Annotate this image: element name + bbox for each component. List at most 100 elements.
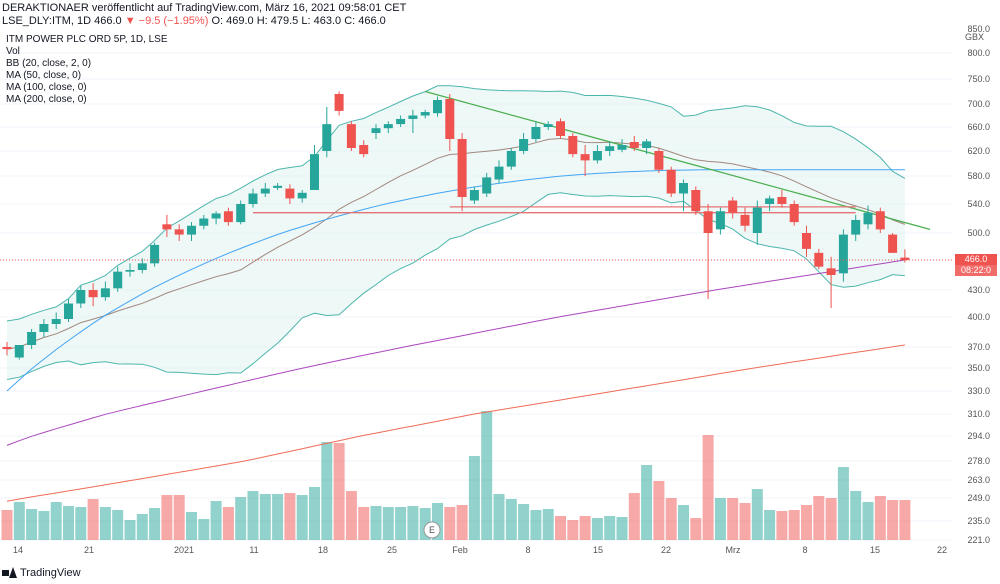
candle-body [888, 234, 898, 253]
candle-body [752, 207, 762, 233]
volume-bar [222, 507, 234, 540]
volume-bar [567, 520, 579, 540]
candle-body [187, 225, 196, 235]
candle-body [875, 211, 885, 230]
time-axis-label: 15 [870, 545, 880, 555]
candle-body [359, 145, 369, 155]
volume-bar [173, 495, 185, 540]
price-axis-label: 370.0 [967, 342, 990, 352]
volume-bars [1, 411, 911, 540]
quote-line: LSE_DLY:ITM, 1D 466.0 ▼ −9.5 (−1.95%) O:… [2, 15, 386, 28]
candle-body [802, 233, 811, 249]
candles [2, 91, 910, 360]
candle-body [814, 252, 824, 267]
last-price-tag: 466.0 [955, 254, 997, 265]
volume-bar [333, 443, 345, 540]
candle-body [838, 234, 848, 274]
candle-body [617, 145, 627, 150]
candle-body [642, 141, 652, 148]
candle-body [273, 185, 283, 188]
candle-body [592, 151, 602, 161]
volume-bar [235, 497, 247, 540]
candle-body [482, 177, 492, 194]
bollinger-lower [6, 192, 905, 380]
volume-bar [616, 517, 628, 540]
price-axis-label: 400.0 [967, 312, 990, 322]
volume-bar [776, 511, 788, 540]
candle-body [322, 124, 332, 151]
candle-body [334, 94, 344, 111]
time-axis-label: 11 [249, 545, 258, 555]
candle-body [2, 347, 12, 350]
volume-bar [321, 442, 333, 540]
bollinger-band-fill [7, 85, 905, 380]
candle-body [519, 139, 529, 151]
ma-100-line [6, 259, 905, 446]
volume-bar [50, 502, 62, 540]
high-value: H: 479.5 [256, 15, 299, 27]
time-axis[interactable]: 14 21 2021 11 18 25 Feb 8 15 22 Mrz 8 15 22 [13, 545, 947, 555]
volume-bar [899, 500, 911, 540]
candle-body [826, 268, 836, 275]
candle-body [285, 188, 295, 199]
candle-body [789, 204, 799, 223]
legend-vol[interactable]: Vol [6, 46, 20, 57]
candle-body [506, 151, 516, 167]
candle-body [260, 188, 270, 194]
candle-body [346, 124, 356, 148]
volume-bar [309, 487, 320, 540]
volume-bar [481, 411, 493, 540]
volume-bar [161, 495, 173, 540]
candle-body [605, 146, 615, 151]
volume-bar [210, 501, 222, 540]
candle-body [728, 200, 738, 213]
candle-body [679, 183, 688, 194]
time-axis-label: 8 [525, 545, 530, 555]
earnings-circle[interactable] [423, 521, 441, 539]
candle-body [88, 290, 98, 298]
volume-bar [444, 507, 456, 540]
volume-bar [493, 494, 505, 540]
volume-bar [518, 504, 530, 540]
candle-body [703, 211, 713, 233]
volume-bar [874, 496, 886, 540]
volume-bar [407, 506, 419, 540]
legend-ma100[interactable]: MA (100, close, 0) [6, 82, 87, 93]
volume-bar [247, 491, 259, 540]
candle-body [383, 124, 393, 129]
volume-bar [370, 506, 382, 540]
tradingview-logo-icon [2, 567, 17, 579]
volume-bar [788, 510, 800, 540]
volume-bar [112, 510, 124, 540]
price-axis-label: 660.0 [967, 122, 990, 132]
volume-bar [259, 494, 271, 540]
volume-bar [13, 502, 25, 540]
legend-bb[interactable]: BB (20, close, 2, 0) [6, 58, 92, 69]
candle-body [408, 115, 418, 119]
volume-bar [837, 467, 849, 540]
candle-body [580, 154, 590, 161]
volume-bar [751, 489, 763, 540]
bollinger-upper [6, 85, 906, 322]
legend-ma200[interactable]: MA (200, close, 0) [6, 94, 87, 105]
price-axis-label: 263.0 [967, 475, 990, 485]
volume-bar [813, 496, 825, 540]
legend-ma50[interactable]: MA (50, close, 0) [6, 70, 82, 81]
candle-body [396, 118, 406, 125]
price-axis-label: 310.0 [967, 409, 990, 419]
candle-body [715, 211, 725, 230]
volume-bar [456, 505, 468, 540]
price-axis-label: 750.0 [967, 74, 990, 84]
volume-bar [382, 507, 394, 540]
tradingview-logo[interactable]: TradingView [2, 566, 81, 580]
candle-body [174, 229, 184, 235]
candle-body [199, 218, 209, 226]
volume-bar [505, 499, 517, 540]
candle-body [223, 211, 233, 223]
earnings-label: E [429, 525, 435, 535]
price-axis-label: 221.0 [967, 535, 990, 545]
change-value: ▼ −9.5 (−1.95%) [124, 15, 209, 27]
earnings-marker[interactable]: E [423, 521, 441, 539]
